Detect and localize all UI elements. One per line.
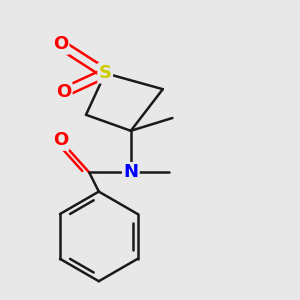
Text: O: O xyxy=(53,131,68,149)
Text: N: N xyxy=(123,164,138,181)
Text: O: O xyxy=(56,83,71,101)
Text: S: S xyxy=(99,64,112,82)
Text: O: O xyxy=(53,35,68,53)
